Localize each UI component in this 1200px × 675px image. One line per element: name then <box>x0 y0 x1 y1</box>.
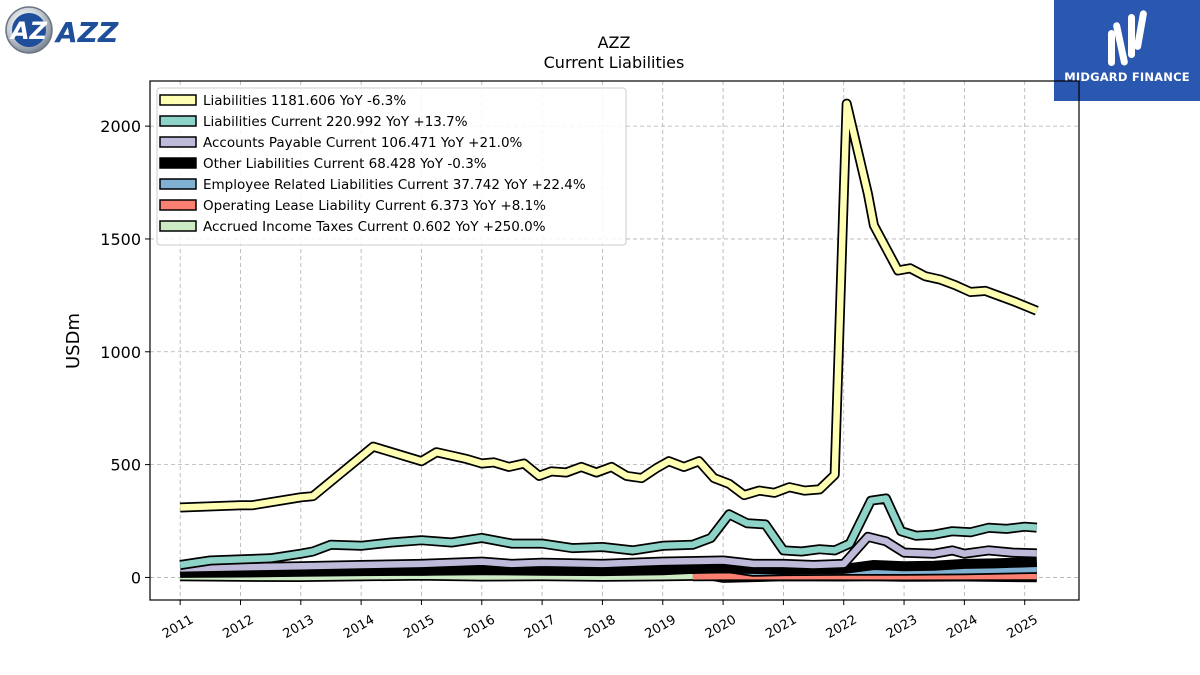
legend: Liabilities 1181.606 YoY -6.3% Liabilitie… <box>156 87 627 246</box>
series-lines <box>179 98 1039 583</box>
legend-box <box>156 87 627 246</box>
legend-item: Accrued Income Taxes Current 0.602 YoY +… <box>159 219 546 235</box>
legend-label: Other Liabilities Current 68.428 YoY -0.… <box>203 156 487 172</box>
legend-item: Operating Lease Liability Current 6.373 … <box>159 198 546 214</box>
x-axis: 2011 2012 2013 2014 2015 2016 2017 2018 2019 2020… <box>160 600 1041 642</box>
x-tick-label: 2018 <box>582 612 618 642</box>
legend-label: Liabilities Current 220.992 YoY +13.7% <box>203 114 468 130</box>
x-tick-label: 2019 <box>643 612 679 642</box>
x-tick-label: 2023 <box>884 612 920 642</box>
x-tick-label: 2014 <box>341 612 377 642</box>
legend-swatch <box>159 220 197 232</box>
y-tick-label: 500 <box>110 456 141 475</box>
svg-text:AZ: AZ <box>9 17 48 45</box>
x-tick-label: 2022 <box>824 612 860 642</box>
x-tick-label: 2011 <box>160 612 196 642</box>
y-axis-label: USDm <box>63 313 84 369</box>
legend-swatch <box>159 136 197 148</box>
brand-mark-icon <box>1108 10 1147 66</box>
legend-swatch <box>159 178 197 190</box>
x-tick-label: 2020 <box>703 612 739 642</box>
x-tick-label: 2024 <box>944 612 980 642</box>
brand-logo: MIDGARD FINANCE <box>1054 0 1200 101</box>
series-1 <box>179 493 1038 570</box>
series-line <box>180 533 1037 572</box>
y-tick-label: 2000 <box>100 117 141 136</box>
chart-title: AZZ <box>597 33 631 52</box>
legend-label: Accounts Payable Current 106.471 YoY +21… <box>203 135 523 151</box>
series-3 <box>180 557 1037 577</box>
legend-item: Accounts Payable Current 106.471 YoY +21… <box>159 135 523 151</box>
legend-label: Employee Related Liabilities Current 37.… <box>203 177 586 193</box>
plot-frame <box>149 80 1080 601</box>
series-0 <box>180 98 1039 513</box>
legend-item: Liabilities 1181.606 YoY -6.3% <box>159 93 406 109</box>
x-tick-label: 2025 <box>1005 612 1041 642</box>
y-axis: 0 500 1000 1500 2000 <box>100 117 150 587</box>
series-line <box>180 558 1037 576</box>
legend-swatch <box>159 94 197 106</box>
chart-title-block: AZZ Current Liabilities <box>414 33 814 73</box>
chart-subtitle: Current Liabilities <box>543 53 685 72</box>
y-tick-label: 0 <box>131 568 141 587</box>
azz-logo: AZ AZZ <box>5 6 119 54</box>
legend-swatch <box>159 199 197 211</box>
x-tick-label: 2013 <box>281 612 317 642</box>
legend-label: Operating Lease Liability Current 6.373 … <box>203 198 546 214</box>
x-tick-label: 2012 <box>220 612 256 642</box>
series-line <box>179 495 1038 569</box>
legend-label: Accrued Income Taxes Current 0.602 YoY +… <box>203 219 546 235</box>
brand-name: MIDGARD FINANCE <box>1064 70 1190 84</box>
legend-item: Other Liabilities Current 68.428 YoY -0.… <box>159 156 487 172</box>
legend-swatch <box>159 157 197 169</box>
legend-swatch <box>159 115 197 127</box>
legend-item: Employee Related Liabilities Current 37.… <box>159 177 586 193</box>
series-line <box>180 100 1039 511</box>
x-tick-label: 2021 <box>763 612 799 642</box>
series-2 <box>180 531 1037 574</box>
x-tick-label: 2015 <box>401 612 437 642</box>
legend-item: Liabilities Current 220.992 YoY +13.7% <box>159 114 468 130</box>
x-tick-label: 2016 <box>462 612 498 642</box>
y-tick-label: 1000 <box>100 343 141 362</box>
legend-label: Liabilities 1181.606 YoY -6.3% <box>203 93 406 109</box>
azz-logo-text: AZZ <box>54 16 119 49</box>
x-tick-label: 2017 <box>522 612 558 642</box>
y-tick-label: 1500 <box>100 230 141 249</box>
